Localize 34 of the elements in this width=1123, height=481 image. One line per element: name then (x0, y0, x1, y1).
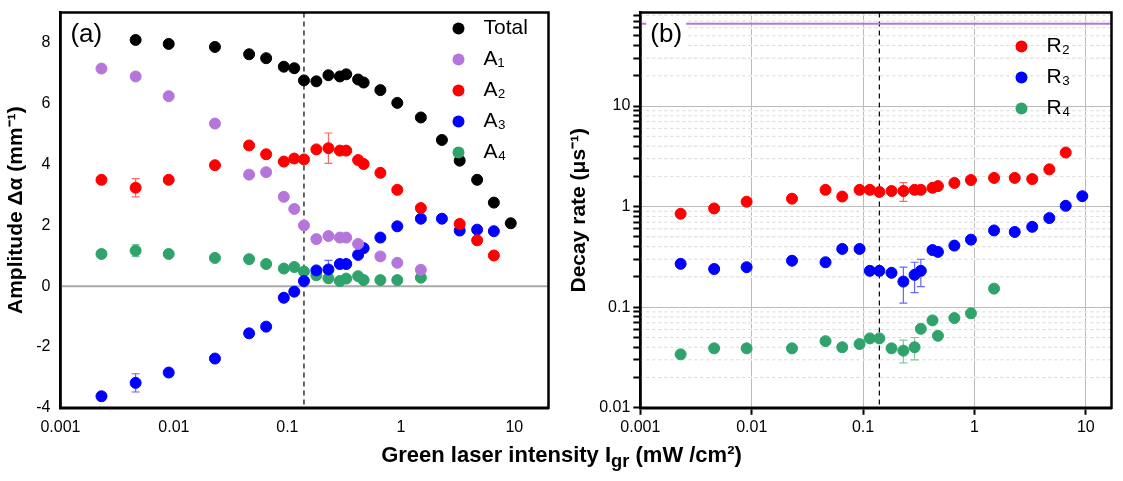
legend-label: A₃ (483, 108, 507, 132)
y-tick-label: 0.1 (608, 297, 631, 315)
legend-label: A₁ (483, 46, 505, 70)
x-tick-label: 0.01 (158, 417, 190, 435)
y-axis-title: Decay rate (μs⁻¹) (566, 127, 590, 293)
y-tick-label: 6 (41, 94, 51, 112)
legend-label: R₂ (1046, 33, 1070, 57)
x-tick-label: 0.1 (851, 417, 875, 435)
y-tick-label: 4 (41, 155, 51, 173)
x-tick-label: 10 (1076, 417, 1095, 435)
y-tick-label: 1 (621, 197, 631, 215)
legend-label: R₃ (1046, 64, 1071, 88)
x-tick-label: 0.001 (620, 417, 661, 435)
y-tick-label: 0 (41, 276, 51, 294)
x-tick-label: 0.01 (736, 417, 768, 435)
x-axis-title: Green laser intensity I$_{gr}$ (mW /cm²) (380, 442, 743, 473)
legend-label: A₄ (483, 139, 507, 163)
x-tick-label: 0.1 (276, 417, 299, 435)
legend-label: Total (483, 15, 528, 39)
annotation: (a) (70, 17, 103, 48)
y-tick-label: 2 (41, 215, 51, 233)
x-tick-label: 10 (505, 417, 524, 435)
x-tick-label: 1 (970, 417, 980, 435)
x-tick-label: 0.001 (40, 417, 81, 435)
y-tick-label: 8 (41, 33, 51, 51)
legend-label: A₂ (483, 77, 506, 101)
annotation: (b) (650, 17, 683, 48)
legend-label: R₄ (1046, 95, 1071, 119)
x-tick-label: 1 (396, 417, 406, 435)
y-tick-label: -2 (36, 337, 51, 355)
y-axis-title: Amplitude Δα (mm⁻¹) (3, 106, 27, 315)
y-tick-label: 0.01 (599, 398, 631, 416)
y-tick-label: 10 (612, 96, 631, 114)
y-tick-label: -4 (36, 398, 51, 416)
